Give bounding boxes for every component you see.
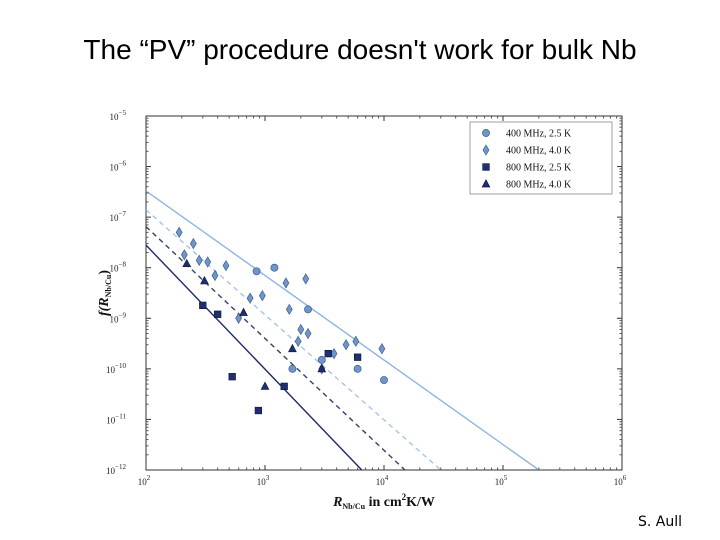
data-point (304, 305, 312, 314)
y-tick-label: 10−12 (106, 463, 126, 476)
data-point (324, 349, 332, 358)
data-point (378, 343, 386, 355)
data-point (352, 335, 360, 348)
data-point (317, 363, 327, 373)
data-point (304, 327, 312, 340)
data-point (288, 364, 297, 373)
legend-marker (482, 129, 490, 137)
series-2 (175, 226, 386, 375)
legend-label: 400 MHz, 2.5 K (506, 129, 572, 140)
data-point (317, 356, 326, 364)
data-point (353, 364, 362, 373)
data-point (297, 323, 305, 336)
fit-line (146, 209, 442, 470)
legend-box (469, 121, 613, 195)
data-point (182, 258, 192, 268)
data-point (239, 307, 248, 316)
data-point (260, 381, 270, 390)
y-tick-label: 10−8 (110, 261, 127, 274)
legend-label: 800 MHz, 2.5 K (506, 163, 572, 174)
x-tick-label: 104 (376, 474, 389, 487)
data-point (380, 376, 388, 385)
data-point (211, 269, 219, 282)
data-point (282, 277, 290, 289)
y-tick-label: 10−7 (110, 210, 127, 223)
legend-marker (482, 163, 490, 171)
data-point (199, 301, 207, 310)
y-axis-label: f(RNb/Cu) (97, 270, 113, 316)
data-point (285, 303, 293, 316)
data-point (252, 267, 261, 276)
data-point (270, 263, 279, 272)
x-tick-label: 105 (495, 474, 508, 487)
legend-marker (481, 179, 491, 188)
x-tick-label: 102 (138, 474, 151, 487)
y-tick-label: 10−6 (110, 160, 127, 173)
data-point (175, 226, 183, 239)
series-3 (199, 301, 362, 415)
data-point (294, 335, 302, 348)
data-point (228, 373, 236, 381)
fit-lines (146, 190, 540, 470)
series-4 (182, 258, 327, 390)
axis-ticks: 102 103 104 105 106 10−12 10−11 10−10 10−9 10−8 10… (106, 109, 627, 487)
legend: 400 MHz, 2.5 K 400 MHz, 4.0 K 800 MHz, 2.5… (469, 121, 613, 195)
data-point (246, 292, 254, 304)
slide-title: The “PV” procedure doesn't work for bulk… (83, 34, 637, 65)
legend-label: 800 MHz, 4.0 K (506, 180, 572, 191)
fit-line (146, 190, 540, 470)
data-point (180, 249, 188, 261)
y-tick-label: 10−10 (106, 362, 126, 375)
data-point (222, 259, 230, 272)
data-point (353, 353, 362, 361)
data-point (288, 343, 297, 353)
data-point (189, 237, 197, 250)
data-point (258, 289, 266, 302)
y-tick-label: 10−9 (110, 311, 127, 324)
data-point (342, 339, 350, 351)
legend-marker (482, 144, 490, 156)
author-credit: S. Aull (637, 514, 682, 530)
x-axis-label: RNb/Cu in cm2K/W (332, 492, 435, 511)
x-tick-label: 106 (614, 474, 627, 487)
x-tick-label: 103 (257, 474, 270, 487)
data-point (302, 273, 310, 285)
data-point (200, 275, 209, 285)
fit-line (146, 244, 363, 470)
data-point (280, 382, 288, 391)
data-point (213, 310, 222, 318)
data-point (330, 347, 338, 360)
data-point (204, 256, 212, 268)
legend-label: 400 MHz, 4.0 K (506, 146, 572, 157)
y-tick-label: 10−11 (106, 412, 126, 425)
series-1 (252, 263, 388, 385)
data-point (254, 406, 263, 415)
data-points (175, 226, 388, 415)
data-point (195, 254, 203, 267)
y-tick-label: 10−5 (110, 109, 127, 122)
